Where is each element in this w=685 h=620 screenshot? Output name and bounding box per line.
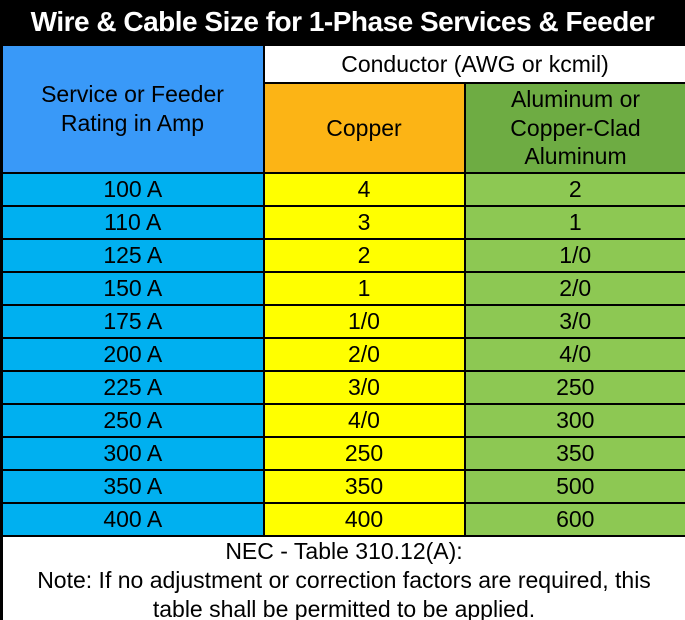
rating-cell: 150 A	[0, 271, 265, 306]
copper-cell: 2	[262, 238, 466, 273]
column-header-copper: Copper	[262, 82, 466, 174]
table-row: 100 A 4 2	[0, 172, 685, 207]
table-row: 225 A 3/0 250	[0, 370, 685, 405]
nec-note: Note: If no adjustment or correction fac…	[37, 566, 651, 620]
rating-cell: 250 A	[0, 403, 265, 438]
rating-cell: 100 A	[0, 172, 265, 207]
table-footer-note: NEC - Table 310.12(A): Note: If no adjus…	[0, 534, 685, 620]
table-row: 175 A 1/0 3/0	[0, 304, 685, 339]
table-row: 300 A 250 350	[0, 436, 685, 471]
aluminum-cell: 1	[463, 205, 685, 240]
aluminum-cell: 2	[463, 172, 685, 207]
aluminum-cell: 3/0	[463, 304, 685, 339]
rating-cell: 225 A	[0, 370, 265, 405]
nec-reference: NEC - Table 310.12(A):	[225, 538, 463, 564]
column-header-rating: Service or Feeder Rating in Amp	[0, 44, 265, 174]
table-row: 150 A 1 2/0	[0, 271, 685, 306]
table-row: 200 A 2/0 4/0	[0, 337, 685, 372]
aluminum-cell: 350	[463, 436, 685, 471]
column-header-aluminum: Aluminum or Copper-Clad Aluminum	[463, 82, 685, 174]
aluminum-cell: 4/0	[463, 337, 685, 372]
copper-cell: 250	[262, 436, 466, 471]
copper-cell: 1	[262, 271, 466, 306]
table-row: 250 A 4/0 300	[0, 403, 685, 438]
copper-cell: 3	[262, 205, 466, 240]
aluminum-cell: 2/0	[463, 271, 685, 306]
page-title: Wire & Cable Size for 1-Phase Services &…	[0, 0, 685, 44]
footer-row: NEC - Table 310.12(A): Note: If no adjus…	[0, 534, 685, 620]
copper-cell: 3/0	[262, 370, 466, 405]
column-group-header-conductor: Conductor (AWG or kcmil)	[262, 44, 685, 84]
rating-cell: 125 A	[0, 238, 265, 273]
copper-cell: 4	[262, 172, 466, 207]
copper-cell: 1/0	[262, 304, 466, 339]
table-row: 400 A 400 600	[0, 502, 685, 537]
wire-size-table: Service or Feeder Rating in Amp Conducto…	[0, 44, 685, 620]
aluminum-cell: 1/0	[463, 238, 685, 273]
rating-cell: 400 A	[0, 502, 265, 537]
aluminum-cell: 300	[463, 403, 685, 438]
rating-cell: 350 A	[0, 469, 265, 504]
copper-cell: 4/0	[262, 403, 466, 438]
aluminum-cell: 600	[463, 502, 685, 537]
aluminum-cell: 500	[463, 469, 685, 504]
copper-cell: 2/0	[262, 337, 466, 372]
table-row: 350 A 350 500	[0, 469, 685, 504]
table-row: 110 A 3 1	[0, 205, 685, 240]
table-row: 125 A 2 1/0	[0, 238, 685, 273]
rating-cell: 200 A	[0, 337, 265, 372]
rating-cell: 175 A	[0, 304, 265, 339]
rating-cell: 300 A	[0, 436, 265, 471]
copper-cell: 400	[262, 502, 466, 537]
rating-cell: 110 A	[0, 205, 265, 240]
aluminum-cell: 250	[463, 370, 685, 405]
header-row-conductor: Service or Feeder Rating in Amp Conducto…	[0, 44, 685, 174]
copper-cell: 350	[262, 469, 466, 504]
header-row-materials: Copper Aluminum or Copper-Clad Aluminum	[2, 82, 685, 174]
